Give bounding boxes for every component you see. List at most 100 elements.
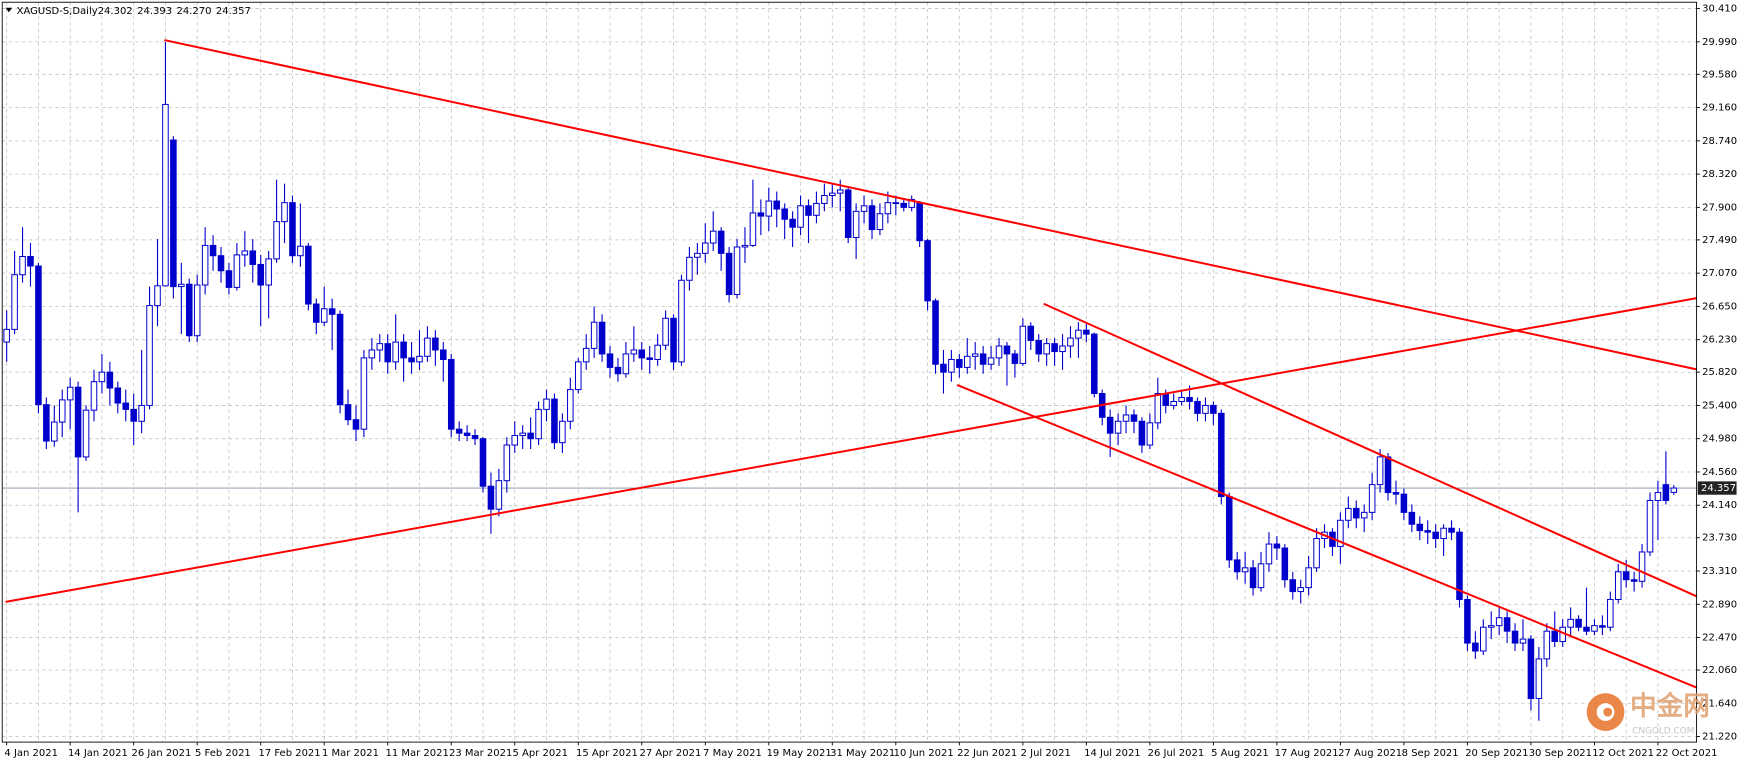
trendlines (5, 39, 1697, 689)
candle-body (535, 408, 542, 440)
candle-body (289, 202, 296, 257)
candle-body (892, 202, 900, 205)
candle-body (1146, 422, 1154, 446)
x-tick-label: 11 Mar 2021 (386, 748, 449, 759)
candle-body (1583, 626, 1590, 632)
candle-body (249, 250, 257, 265)
x-tick-label: 5 Aug 2021 (1211, 748, 1269, 759)
candle-body (1289, 579, 1297, 593)
candle-body (963, 355, 971, 368)
candle-body (463, 432, 471, 437)
y-tick-label: 22.060 (1702, 665, 1737, 676)
candle-body (1305, 567, 1312, 589)
candle-body (1392, 492, 1400, 495)
candle-body (495, 480, 503, 510)
candle-body (1059, 345, 1066, 353)
y-tick-label: 30.410 (1702, 4, 1737, 15)
x-tick-label: 17 Aug 2021 (1275, 748, 1339, 759)
candle-body (1202, 404, 1209, 414)
y-tick-label: 22.470 (1702, 633, 1737, 644)
candle-body (201, 244, 209, 286)
candle-body (1424, 530, 1431, 533)
y-tick-label: 26.650 (1702, 301, 1737, 312)
candle-body (598, 321, 606, 355)
candle-body (670, 317, 677, 363)
candle-body (1376, 456, 1384, 486)
candle-body (638, 349, 646, 359)
candle-body (1575, 618, 1582, 628)
candle-body (1646, 499, 1654, 553)
candle-body (1106, 416, 1114, 434)
candle-body (138, 404, 145, 422)
candle-body (257, 263, 264, 286)
candle-body (1154, 393, 1162, 424)
candle-body (1638, 551, 1646, 582)
candle-body (559, 420, 566, 444)
candle-body (1408, 511, 1416, 525)
candle-body (368, 349, 376, 359)
y-tick-label: 24.560 (1702, 467, 1737, 478)
candle-body (1249, 567, 1257, 589)
x-tick-label: 14 Jul 2021 (1084, 748, 1141, 759)
candle-body (543, 398, 550, 410)
candle-body (1511, 630, 1519, 644)
candle-body (1043, 343, 1050, 355)
candle-body (868, 205, 876, 231)
candle-body (1313, 538, 1320, 569)
y-tick-label: 24.140 (1702, 500, 1737, 511)
candle-body (1122, 414, 1130, 422)
candle-body (273, 221, 280, 260)
y-tick-label: 21.640 (1702, 698, 1737, 709)
candle-body (1400, 493, 1408, 513)
candle-body (233, 254, 241, 288)
x-tick-label: 8 Sep 2021 (1402, 748, 1459, 759)
candle-body (1297, 587, 1304, 593)
candle-body (1670, 487, 1678, 493)
x-tick-label: 31 May 2021 (830, 748, 895, 759)
candle-body (1011, 353, 1019, 364)
candle-body (662, 317, 669, 346)
candle-body (1241, 567, 1249, 573)
candle-body (320, 308, 328, 323)
candle-body (1083, 329, 1090, 335)
symbol-title: XAGUSD-S,Daily (17, 6, 98, 17)
candle-body (170, 139, 177, 288)
x-tick-label: 22 Oct 2021 (1656, 748, 1718, 759)
candle-body (1535, 658, 1543, 700)
candle-body (900, 202, 908, 208)
x-tick-label: 27 Apr 2021 (640, 748, 702, 759)
candle-body (1440, 527, 1447, 540)
candle-body (305, 245, 312, 305)
header-price: 24.302 (98, 6, 133, 17)
candle-body (1019, 325, 1027, 364)
y-tick-label: 28.320 (1702, 169, 1737, 180)
candle-body (567, 389, 574, 422)
candle-body (51, 421, 58, 442)
y-tick-label: 21.220 (1702, 732, 1737, 743)
candle-body (924, 240, 931, 302)
candle-body (979, 353, 987, 365)
candle-body (1218, 412, 1225, 498)
candle-body (1384, 456, 1392, 494)
candle-body (1527, 638, 1535, 700)
candle-body (757, 212, 765, 217)
trend-line (164, 39, 1697, 371)
candle-body (1130, 414, 1138, 422)
candle-body (241, 250, 249, 256)
candle-body (106, 371, 114, 389)
x-tick-label: 4 Jan 2021 (4, 748, 58, 759)
candle-body (1543, 630, 1551, 660)
x-tick-label: 10 Jun 2021 (894, 748, 954, 759)
watermark-text: 中金网 (1630, 691, 1710, 722)
candle-body (606, 353, 614, 368)
x-tick-label: 1 Mar 2021 (322, 748, 379, 759)
candle-body (90, 381, 98, 411)
x-tick-label: 12 Oct 2021 (1592, 748, 1654, 759)
trend-line (1043, 302, 1697, 598)
candle-body (1138, 420, 1146, 446)
candle-body (1519, 638, 1527, 644)
candle-body (511, 435, 519, 446)
candle-body (630, 349, 638, 355)
candle-body (1186, 397, 1193, 402)
candle-body (447, 358, 455, 430)
